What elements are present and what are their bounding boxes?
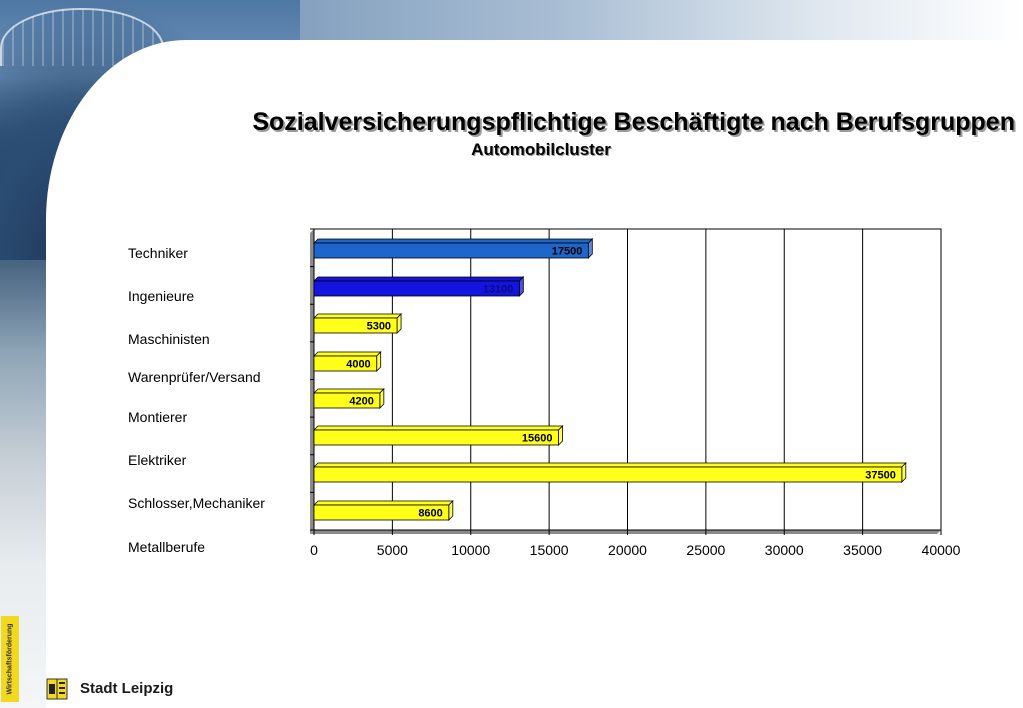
bar-value-label: 13100: [483, 284, 514, 296]
category-label: Elektriker: [128, 452, 187, 468]
bar: [313, 355, 378, 372]
bar-end: [376, 351, 382, 372]
bar: [313, 242, 589, 259]
bar-end: [558, 425, 563, 446]
x-tick-label: 10000: [451, 542, 490, 558]
category-label: Montierer: [128, 409, 188, 425]
bar: [313, 466, 903, 483]
bar-value-label: 4000: [346, 359, 370, 371]
bar: [313, 317, 398, 334]
bar-end: [379, 388, 385, 409]
bar-value-label: 15600: [522, 433, 553, 445]
bar-end: [518, 276, 524, 297]
bar-top: [313, 462, 907, 468]
bar-top: [313, 500, 454, 506]
category-label: Warenprüfer/Versand: [128, 369, 261, 385]
x-tick-label: 5000: [377, 542, 408, 558]
bar-top: [313, 238, 594, 244]
bar-value-label: 8600: [418, 508, 442, 520]
category-label: Schlosser,Mechaniker: [128, 495, 265, 511]
x-tick-label: 0: [310, 542, 318, 558]
x-tick-label: 30000: [765, 542, 804, 558]
bar-top: [313, 388, 385, 394]
x-tick-label: 40000: [922, 542, 961, 558]
department-tab-label: Wirtschaftsförderung: [6, 623, 14, 695]
page-subtitle: Automobilcluster: [471, 140, 611, 159]
x-tick-label: 20000: [608, 542, 647, 558]
bar-value-label: 37500: [865, 470, 896, 482]
bar: [313, 504, 450, 521]
page-title: Sozialversicherungspflichtige Beschäftig…: [252, 108, 1015, 136]
plot-side-wall: [310, 229, 314, 534]
bar-top: [313, 425, 564, 431]
x-tick-label: 25000: [686, 542, 725, 558]
bar-value-label: 5300: [367, 321, 391, 333]
category-label: Metallberufe: [128, 539, 206, 555]
bar-top: [313, 351, 382, 357]
x-tick-label: 15000: [530, 542, 569, 558]
city-coat-of-arms-icon: [46, 678, 68, 700]
bar-end: [901, 462, 907, 483]
category-label: Ingenieure: [128, 288, 195, 304]
category-label: Maschinisten: [128, 331, 210, 347]
bar-end: [448, 500, 454, 521]
bar-top: [313, 276, 525, 282]
department-tab: Wirtschaftsförderung: [1, 616, 19, 702]
bar-end: [396, 313, 402, 334]
city-name: Stadt Leipzig: [80, 680, 174, 697]
bar-value-label: 4200: [349, 396, 373, 408]
bar: [313, 280, 520, 297]
bar: [313, 429, 559, 446]
category-label: Techniker: [128, 245, 188, 261]
x-tick-label: 35000: [843, 542, 882, 558]
bar: [313, 392, 381, 409]
bar-end: [587, 238, 593, 259]
plot-floor: [310, 530, 941, 534]
bar-value-label: 17500: [552, 246, 583, 258]
bar-top: [313, 313, 403, 319]
